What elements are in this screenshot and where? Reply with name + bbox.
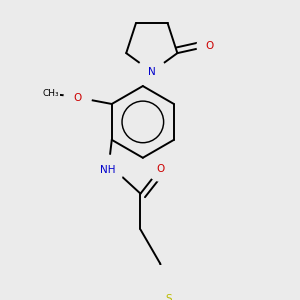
Circle shape (64, 84, 91, 111)
Circle shape (148, 156, 173, 181)
Circle shape (93, 155, 123, 185)
Circle shape (137, 57, 166, 86)
Text: O: O (74, 92, 82, 103)
Circle shape (155, 286, 183, 300)
Text: O: O (156, 164, 164, 173)
Text: S: S (166, 294, 172, 300)
Text: CH₃: CH₃ (43, 89, 59, 98)
Text: N: N (148, 67, 156, 77)
Text: NH: NH (100, 165, 116, 175)
Text: O: O (206, 41, 214, 51)
Circle shape (197, 33, 222, 58)
